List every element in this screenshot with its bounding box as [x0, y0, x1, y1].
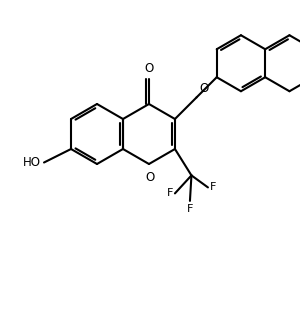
Text: F: F	[210, 183, 216, 193]
Text: O: O	[145, 171, 154, 184]
Text: O: O	[144, 61, 154, 75]
Text: HO: HO	[23, 156, 41, 169]
Text: O: O	[200, 82, 209, 95]
Text: F: F	[187, 204, 193, 214]
Text: F: F	[167, 188, 173, 198]
